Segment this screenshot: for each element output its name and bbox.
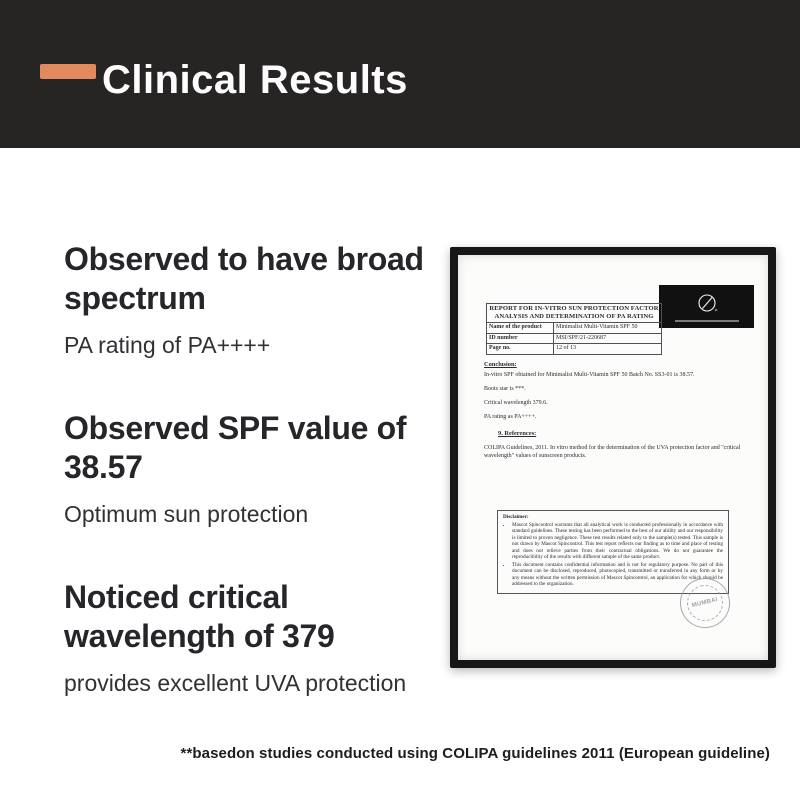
conclusion-heading: Conclusion:	[484, 361, 517, 368]
stamp-inner-ring: MUMBAI	[683, 581, 727, 625]
conclusion-line: In-vitro SPF obtained for Minimalist Mul…	[484, 372, 695, 379]
logo-caption-illegible	[674, 320, 739, 322]
report-header-table: REPORT FOR IN-VITRO SUN PROTECTION FACTO…	[486, 302, 662, 355]
disclaimer-bullet: This document contains confidential info…	[512, 562, 723, 588]
stats-column: Observed to have broad spectrum PA ratin…	[64, 240, 436, 747]
stat-subtext: provides excellent UVA protection	[64, 670, 407, 697]
stat-broad-spectrum: Observed to have broad spectrum PA ratin…	[64, 240, 436, 359]
report-paper: REPORT FOR IN-VITRO SUN PROTECTION FACTO…	[458, 255, 768, 660]
report-table-title: REPORT FOR IN-VITRO SUN PROTECTION FACTO…	[486, 302, 662, 324]
table-row: ID number MSI/SPF/21-220687	[486, 332, 662, 345]
report-photo-frame: REPORT FOR IN-VITRO SUN PROTECTION FACTO…	[450, 247, 776, 668]
stat-heading: Observed to have broad spectrum	[64, 241, 424, 317]
stamp-text: MUMBAI	[691, 596, 719, 610]
conclusion-line: PA rating as PA++++.	[484, 413, 537, 420]
stat-heading: Observed SPF value of 38.57	[64, 410, 407, 486]
conclusion-line: Critical wavelength 379.6.	[484, 399, 548, 406]
report-body: Conclusion: In-vitro SPF obtained for Mi…	[484, 361, 748, 464]
report-title-line1: REPORT FOR IN-VITRO SUN PROTECTION FACTO…	[489, 305, 659, 312]
row-value: 12 of 13	[553, 343, 662, 355]
row-label: Page no.	[486, 343, 554, 355]
references-heading: 9. References:	[498, 429, 537, 437]
row-label: Name of the product	[486, 322, 554, 334]
disclaimer-heading: Disclaimer:	[503, 514, 529, 520]
table-row: Name of the product Minimalist Multi-Vit…	[486, 322, 662, 334]
row-value: Minimalist Multi-Vitamin SPF 50	[553, 322, 662, 334]
stat-heading: Noticed critical wavelength of 379	[64, 579, 335, 655]
conclusion-line: Boots star is ***.	[484, 386, 526, 393]
row-label: ID number	[486, 332, 554, 345]
disclaimer-list: Mascot Spincontrol warrants that all ana…	[503, 522, 723, 588]
circle-slash-logo-icon	[697, 294, 717, 312]
accent-dash	[40, 64, 96, 79]
row-value: MSI/SPF/21-220687	[553, 332, 662, 345]
stat-spf-value: Observed SPF value of 38.57 Optimum sun …	[64, 409, 436, 528]
references-text: COLIPA Guidelines, 2011. In vitro method…	[484, 444, 741, 459]
disclaimer-box: Disclaimer: Mascot Spincontrol warrants …	[497, 510, 729, 594]
footnote: **basedon studies conducted using COLIPA…	[180, 745, 770, 762]
stat-critical-wavelength: Noticed critical wavelength of 379 provi…	[64, 578, 436, 697]
stat-subtext: PA rating of PA++++	[64, 332, 271, 359]
brand-logo	[659, 285, 754, 328]
stat-subtext: Optimum sun protection	[64, 501, 309, 528]
header-banner: Clinical Results	[0, 0, 800, 148]
disclaimer-bullet: Mascot Spincontrol warrants that all ana…	[512, 522, 723, 561]
table-row: Page no. 12 of 13	[486, 343, 662, 355]
report-title-line2: ANALYSIS AND DETERMINATION OF PA RATING	[494, 313, 654, 321]
page-title: Clinical Results	[102, 58, 408, 102]
